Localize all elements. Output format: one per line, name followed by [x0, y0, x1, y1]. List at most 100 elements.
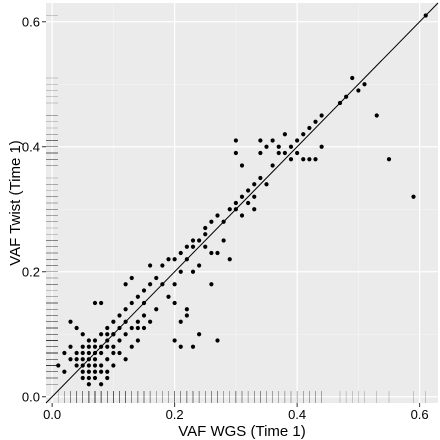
- data-point: [92, 338, 98, 343]
- data-point: [246, 200, 251, 206]
- data-point: [337, 100, 343, 106]
- data-point: [80, 357, 85, 362]
- data-point: [301, 157, 306, 162]
- data-point: [221, 238, 226, 243]
- y-tick-label: 0.4: [22, 139, 40, 154]
- x-tick-label: 0.2: [166, 407, 184, 422]
- data-point: [178, 319, 183, 324]
- data-point: [178, 250, 183, 256]
- data-point: [233, 207, 238, 212]
- data-point: [221, 219, 226, 224]
- rug-marks: [46, 15, 426, 403]
- data-point: [92, 350, 98, 356]
- data-point: [184, 307, 189, 312]
- y-tick-label: 0.2: [22, 264, 40, 279]
- data-point: [105, 344, 110, 349]
- data-point: [92, 300, 98, 306]
- data-point: [350, 75, 355, 81]
- data-point: [276, 144, 281, 149]
- data-point: [86, 375, 91, 381]
- axis-ticks: 0.0 0.2 0.4 0.6 0.0 0.2 0.4 0.6: [22, 14, 429, 422]
- data-point: [203, 244, 208, 249]
- data-point: [86, 382, 91, 387]
- data-point: [80, 332, 85, 337]
- data-point: [123, 332, 128, 337]
- data-point: [160, 282, 165, 287]
- data-point: [86, 350, 91, 356]
- data-point: [264, 182, 269, 187]
- data-point: [92, 357, 98, 362]
- data-point: [80, 350, 85, 356]
- data-point: [160, 263, 165, 268]
- data-point: [184, 313, 189, 318]
- data-point: [74, 357, 79, 362]
- data-point: [92, 344, 98, 349]
- data-point: [411, 194, 416, 199]
- data-point: [80, 344, 85, 349]
- data-point: [135, 319, 140, 324]
- data-point: [215, 213, 220, 218]
- data-point: [129, 325, 134, 331]
- data-point: [92, 369, 98, 374]
- data-point: [301, 132, 306, 137]
- data-point: [129, 300, 134, 306]
- data-point: [86, 344, 91, 349]
- data-point: [288, 157, 294, 162]
- data-point: [105, 375, 110, 381]
- data-point: [135, 338, 140, 343]
- data-point: [80, 369, 85, 374]
- data-point: [270, 138, 275, 143]
- data-point: [252, 182, 257, 187]
- data-point: [148, 263, 153, 268]
- data-point: [141, 313, 147, 318]
- data-point: [86, 369, 91, 374]
- x-tick-label: 0.6: [411, 407, 429, 422]
- data-point: [172, 257, 177, 262]
- data-point: [313, 157, 318, 162]
- data-point: [141, 325, 147, 331]
- data-point: [129, 275, 134, 281]
- data-point: [105, 325, 110, 331]
- y-axis-label: VAF Twist (Time 1): [7, 140, 24, 266]
- x-tick-label: 0.0: [43, 407, 61, 422]
- data-point: [307, 157, 312, 162]
- data-point: [190, 344, 196, 349]
- data-point: [172, 338, 177, 343]
- data-point: [197, 332, 202, 337]
- data-points: [56, 13, 428, 387]
- data-point: [68, 344, 73, 349]
- data-point: [62, 369, 67, 374]
- data-point: [111, 319, 116, 324]
- data-point: [56, 363, 61, 368]
- data-point: [252, 194, 257, 199]
- data-point: [209, 282, 214, 287]
- data-point: [148, 282, 153, 287]
- data-point: [123, 357, 128, 362]
- data-point: [184, 257, 189, 262]
- data-point: [239, 163, 245, 168]
- data-point: [374, 113, 379, 118]
- data-point: [86, 363, 91, 368]
- data-point: [423, 13, 428, 18]
- data-point: [154, 307, 159, 312]
- data-point: [239, 194, 245, 199]
- data-point: [295, 138, 300, 143]
- data-point: [111, 350, 116, 356]
- data-point: [319, 113, 324, 118]
- data-point: [68, 319, 73, 324]
- data-point: [92, 363, 98, 368]
- data-point: [99, 363, 104, 368]
- data-point: [74, 350, 79, 356]
- data-point: [313, 119, 318, 124]
- data-point: [80, 375, 85, 381]
- data-point: [227, 207, 232, 212]
- data-point: [282, 132, 287, 137]
- data-point: [190, 238, 196, 243]
- data-point: [209, 250, 214, 256]
- data-point: [184, 244, 189, 249]
- x-axis-label: VAF WGS (Time 1): [178, 423, 306, 440]
- data-point: [62, 350, 67, 356]
- data-point: [215, 250, 220, 256]
- data-point: [68, 357, 73, 362]
